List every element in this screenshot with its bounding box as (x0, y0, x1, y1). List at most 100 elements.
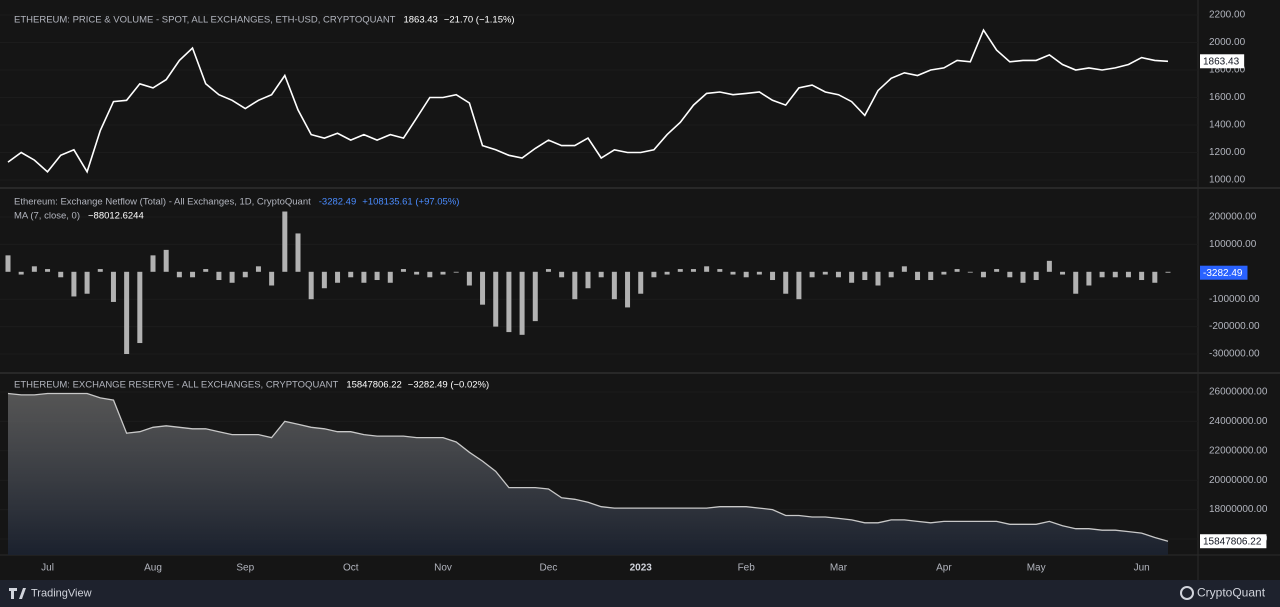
bar (137, 271, 143, 344)
bar (717, 269, 723, 272)
bar (1086, 271, 1092, 286)
bar (611, 271, 617, 300)
area-fill (8, 393, 1168, 555)
bar (1099, 271, 1105, 278)
bar (1073, 271, 1079, 294)
bar (1007, 271, 1013, 278)
y-tick-label: 1200.00 (1209, 147, 1246, 158)
y-tick-label: 200000.00 (1209, 212, 1257, 223)
logo-icon (9, 588, 26, 599)
last-value-box (1200, 265, 1248, 280)
y-tick-label: -100000.00 (1209, 294, 1260, 305)
bar (690, 269, 696, 272)
bar (1033, 271, 1039, 281)
cryptoquant-logo[interactable]: CryptoQuant (1180, 586, 1266, 600)
y-tick-label: 2200.00 (1209, 10, 1246, 21)
bar (18, 271, 24, 275)
last-value-box (1200, 534, 1267, 549)
bar (849, 271, 855, 283)
bar (967, 271, 973, 273)
y-tick-label: 1600.00 (1209, 92, 1246, 103)
bar (31, 266, 37, 272)
footer-bar (0, 580, 1280, 607)
bar (414, 271, 420, 275)
x-tick-label: Sep (236, 563, 254, 574)
y-tick-label: 1800.00 (1209, 65, 1246, 76)
bar (677, 269, 683, 272)
bar (84, 271, 90, 294)
bar (783, 271, 789, 294)
bar (1046, 260, 1052, 272)
y-tick-label: 100000.00 (1209, 239, 1257, 250)
x-tick-label: Jul (41, 563, 54, 574)
bar (321, 271, 327, 289)
bar (150, 255, 156, 272)
ma-value: −88012.6244 (88, 211, 144, 222)
bar (770, 271, 776, 281)
header-value: 15847806.22 (346, 380, 401, 391)
bar (1060, 271, 1066, 275)
y-tick-label: 26000000.00 (1209, 387, 1268, 398)
bar (427, 271, 433, 278)
last-value-label: -3282.49 (1203, 268, 1243, 279)
bar (374, 271, 380, 281)
bar (295, 233, 301, 272)
bar (822, 271, 828, 275)
y-tick-label: 1400.00 (1209, 120, 1246, 131)
bar (1020, 271, 1026, 283)
header-change: −21.70 (−1.15%) (444, 15, 515, 26)
last-value-label: 15847806.22 (1203, 536, 1262, 547)
bar (335, 271, 341, 283)
bar (888, 271, 894, 278)
bar (809, 271, 815, 278)
bar (97, 269, 103, 272)
bar (387, 271, 393, 283)
x-tick-label: Oct (343, 563, 359, 574)
header-value: 1863.43 (403, 15, 437, 26)
bar (756, 271, 762, 275)
x-tick-label: 2023 (630, 563, 653, 574)
bar (928, 271, 934, 281)
x-tick-label: Mar (830, 563, 848, 574)
bar (954, 269, 960, 272)
bar (559, 271, 565, 278)
bar (493, 271, 499, 327)
y-tick-label: -300000.00 (1209, 349, 1260, 360)
x-tick-label: Feb (738, 563, 756, 574)
logo-icon (1180, 586, 1194, 600)
panel-title: ETHEREUM: PRICE & VOLUME - SPOT, ALL EXC… (14, 15, 396, 26)
bar (216, 271, 222, 281)
panel-title: ETHEREUM: EXCHANGE RESERVE - ALL EXCHANG… (14, 380, 339, 391)
bar (862, 271, 868, 281)
bar (361, 271, 367, 283)
bar (203, 269, 209, 272)
bar (45, 269, 51, 272)
y-tick-label: 18000000.00 (1209, 504, 1268, 515)
footer-right: CryptoQuant (1197, 586, 1266, 600)
bar (282, 211, 288, 272)
bar (1125, 271, 1131, 278)
bar (269, 271, 275, 286)
bar (1165, 271, 1171, 273)
bar (519, 271, 525, 335)
bar (453, 271, 459, 273)
bar (229, 271, 235, 283)
bar (585, 271, 591, 289)
x-tick-label: Aug (144, 563, 162, 574)
bar (255, 266, 261, 272)
bar (835, 271, 841, 278)
bar (440, 271, 446, 275)
y-tick-label: 20000000.00 (1209, 475, 1268, 486)
bar (58, 271, 64, 278)
y-tick-label: 24000000.00 (1209, 416, 1268, 427)
tradingview-logo[interactable]: TradingView (9, 587, 92, 599)
bar (638, 271, 644, 294)
x-tick-label: May (1027, 563, 1046, 574)
footer-left: TradingView (31, 587, 92, 599)
bar (176, 271, 182, 278)
header-change: −3282.49 (−0.02%) (408, 380, 489, 391)
bar (506, 271, 512, 333)
x-tick-label: Dec (540, 563, 558, 574)
bar (875, 271, 881, 286)
bar (480, 271, 486, 305)
